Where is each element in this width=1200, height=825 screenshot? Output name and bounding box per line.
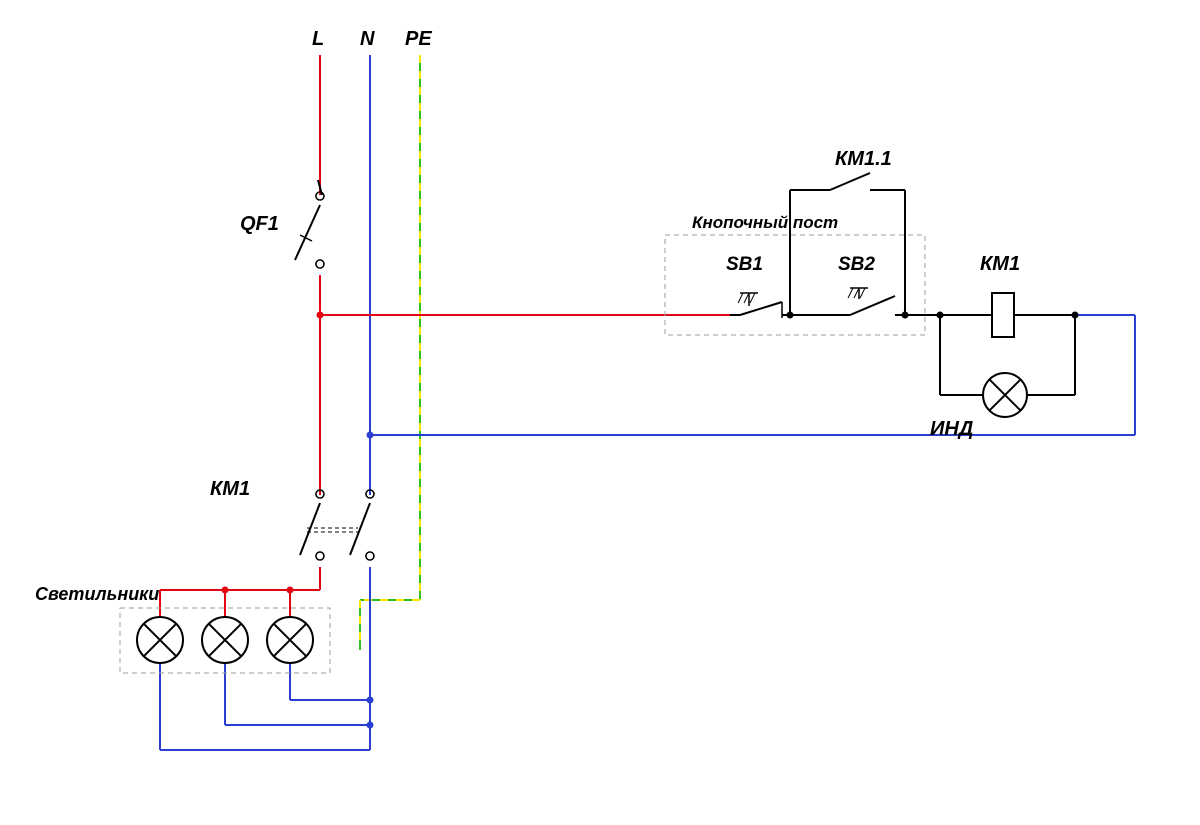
lamp-2 [202, 617, 248, 663]
km1-coil-label: КМ1 [980, 253, 1020, 275]
km11-label: КМ1.1 [835, 148, 892, 170]
label-L: L [312, 28, 324, 50]
lamp-feed-N [160, 567, 374, 750]
qf1-label: QF1 [240, 213, 279, 235]
lamp-3 [267, 617, 313, 663]
lamp-1 [137, 617, 183, 663]
sb2-label: SB2 [838, 254, 875, 275]
sb1-label: SB1 [726, 254, 763, 275]
ind-label: ИНД [930, 418, 973, 440]
button-station-label: Кнопочный пост [692, 213, 838, 232]
lamps-label: Светильники [35, 584, 159, 604]
line-wire-after-qf1 [317, 275, 731, 495]
km1-contactor-label: КМ1 [210, 478, 250, 500]
electrical-schematic: QF1 КМ1 [0, 0, 1200, 825]
neutral-wire [367, 55, 1136, 495]
km1-contactor [300, 490, 374, 560]
control-wire [730, 173, 1079, 417]
label-N: N [360, 28, 375, 50]
label-PE: PE [405, 28, 432, 50]
lamp-feed-L [160, 567, 320, 617]
button-station-box [665, 235, 925, 335]
